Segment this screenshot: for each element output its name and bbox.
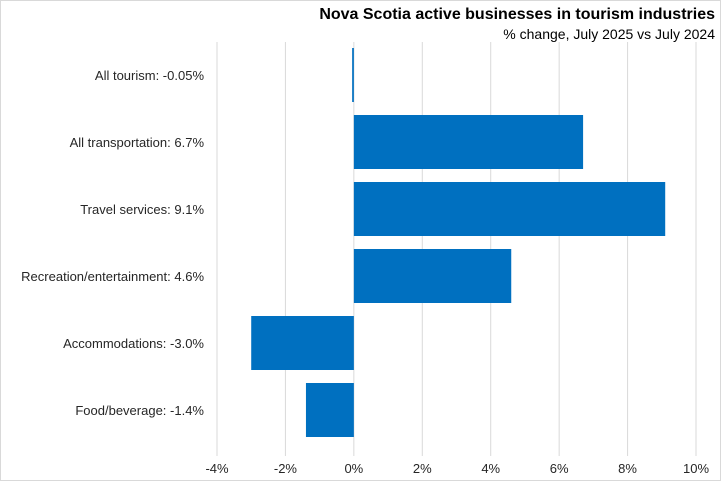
x-tick-label: 6% — [550, 461, 569, 476]
category-label: Travel services: 9.1% — [80, 202, 204, 217]
category-label: Recreation/entertainment: 4.6% — [21, 269, 204, 284]
x-tick-label: 8% — [618, 461, 637, 476]
bar — [305, 383, 354, 437]
x-tick-label: 2% — [413, 461, 432, 476]
category-label: All tourism: -0.05% — [95, 68, 205, 83]
bar — [353, 182, 666, 236]
x-tick-label: -2% — [274, 461, 298, 476]
x-tick-label: -4% — [205, 461, 229, 476]
bar — [352, 48, 354, 102]
x-tick-label: 10% — [683, 461, 709, 476]
bar — [251, 316, 354, 370]
category-label: Food/beverage: -1.4% — [75, 403, 204, 418]
bar — [353, 249, 512, 303]
chart-subtitle: % change, July 2025 vs July 2024 — [503, 26, 715, 42]
x-tick-label: 4% — [481, 461, 500, 476]
category-label: All transportation: 6.7% — [70, 135, 205, 150]
category-label: Accommodations: -3.0% — [63, 336, 204, 351]
bar — [353, 115, 584, 169]
x-tick-label: 0% — [344, 461, 363, 476]
chart-title: Nova Scotia active businesses in tourism… — [319, 6, 715, 23]
